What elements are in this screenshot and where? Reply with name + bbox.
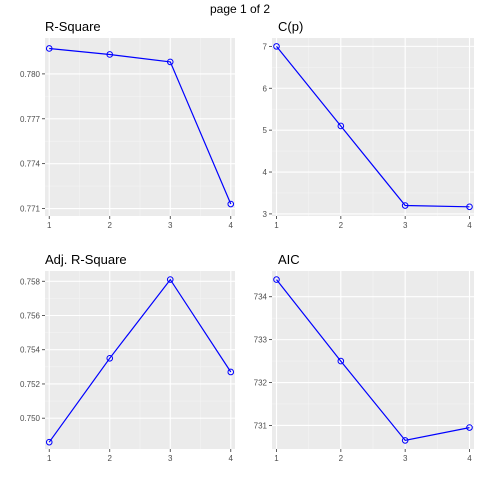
adj-r-square-y-tick-label: 0.754 bbox=[20, 346, 41, 355]
aic-y-tick-label: 732 bbox=[254, 379, 268, 388]
aic-y-tick-label: 734 bbox=[254, 293, 268, 302]
aic-x-tick-label: 4 bbox=[467, 454, 472, 463]
adj-r-square-y-tick-label: 0.756 bbox=[20, 312, 41, 321]
aic-x-tick-label: 2 bbox=[339, 454, 344, 463]
cp-y-tick-label: 3 bbox=[263, 210, 268, 219]
aic-y-tick-label: 733 bbox=[254, 336, 268, 345]
cp-x-tick-label: 3 bbox=[403, 221, 408, 230]
r-square-y-tick-label: 0.771 bbox=[20, 205, 41, 214]
adj-r-square-x-tick-label: 2 bbox=[108, 454, 113, 463]
adj-r-square-x-tick-label: 4 bbox=[229, 454, 234, 463]
cp-y-tick-label: 4 bbox=[263, 168, 268, 177]
adj-r-square-y-tick-label: 0.752 bbox=[20, 380, 41, 389]
aic-x-tick-label: 1 bbox=[274, 454, 279, 463]
r-square-x-tick-label: 2 bbox=[108, 221, 113, 230]
r-square-x-tick-label: 4 bbox=[229, 221, 234, 230]
cp-x-tick-label: 1 bbox=[274, 221, 279, 230]
cp-y-tick-label: 5 bbox=[263, 126, 268, 135]
cp-x-tick-label: 4 bbox=[467, 221, 472, 230]
adj-r-square-y-tick-label: 0.750 bbox=[20, 414, 41, 423]
r-square-x-tick-label: 3 bbox=[168, 221, 173, 230]
cp-y-tick-label: 7 bbox=[263, 42, 268, 51]
r-square-x-tick-label: 1 bbox=[47, 221, 52, 230]
cp-y-tick-label: 6 bbox=[263, 84, 268, 93]
adj-r-square-y-tick-label: 0.758 bbox=[20, 277, 41, 286]
r-square-y-tick-label: 0.777 bbox=[20, 115, 41, 124]
aic-y-tick-label: 731 bbox=[254, 421, 268, 430]
r-square-y-tick-label: 0.780 bbox=[20, 70, 41, 79]
cp-x-tick-label: 2 bbox=[339, 221, 344, 230]
aic-x-tick-label: 3 bbox=[403, 454, 408, 463]
r-square-y-tick-label: 0.774 bbox=[20, 160, 41, 169]
adj-r-square-x-tick-label: 1 bbox=[47, 454, 52, 463]
adj-r-square-x-tick-label: 3 bbox=[168, 454, 173, 463]
